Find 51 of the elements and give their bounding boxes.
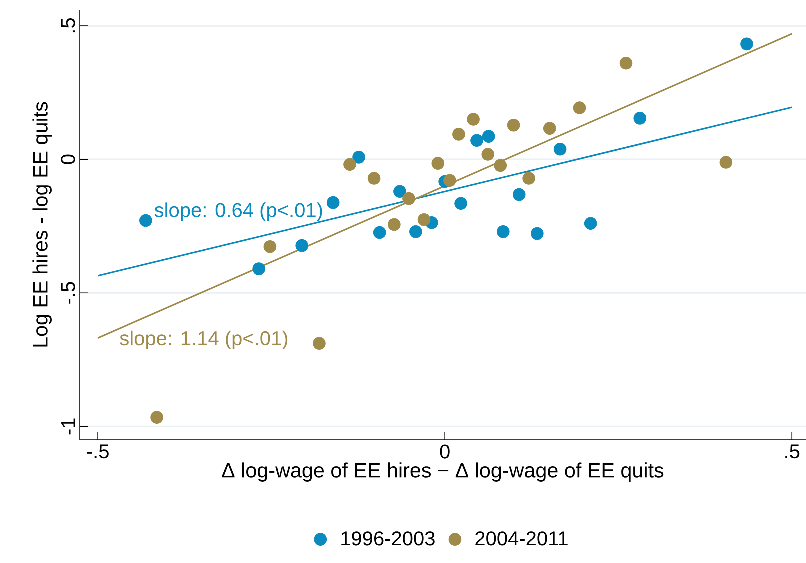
- point: [264, 240, 277, 254]
- point: [444, 174, 456, 188]
- x-axis-title: Δ log-wage of EE hires − Δ log-wage of EE quits: [222, 462, 664, 482]
- y-tick-label: -1: [62, 418, 76, 435]
- point: [507, 118, 520, 132]
- point: [554, 143, 567, 156]
- y-tick-label: .5: [61, 18, 76, 33]
- y-axis-title: Log EE hires - log EE quits: [32, 102, 52, 347]
- point: [543, 122, 556, 135]
- point: [394, 185, 406, 198]
- point: [452, 128, 466, 141]
- point: [313, 337, 326, 350]
- point: [140, 214, 152, 228]
- point: [352, 151, 366, 164]
- point: [512, 188, 526, 202]
- point: [388, 218, 401, 232]
- point: [482, 148, 495, 161]
- point: [252, 262, 266, 276]
- point: [454, 197, 468, 210]
- point: [720, 156, 733, 169]
- point: [296, 239, 309, 252]
- point: [402, 192, 416, 206]
- point: [634, 112, 647, 125]
- point: [584, 217, 598, 230]
- point: [494, 159, 508, 172]
- x-tick-label: 0: [440, 444, 450, 459]
- x-tick-label: .5: [786, 444, 800, 459]
- point: [344, 158, 356, 172]
- point: [740, 38, 754, 51]
- y-tick-label: -.5: [61, 282, 76, 304]
- y-tick-label: 0: [61, 154, 76, 164]
- point: [326, 196, 340, 210]
- point: [482, 130, 496, 143]
- point: [150, 411, 164, 424]
- point: [496, 226, 510, 238]
- point: [373, 226, 386, 240]
- annotation: slope: 1.14 (p<.01): [120, 330, 288, 350]
- point: [418, 214, 431, 226]
- point: [573, 102, 586, 114]
- legend-label: 2004-2011: [476, 532, 568, 546]
- annotation: slope: 0.64 (p<.01): [154, 202, 322, 222]
- x-tick-label: -.5: [87, 444, 109, 459]
- point: [530, 227, 544, 240]
- point: [368, 172, 381, 185]
- point: [522, 172, 536, 185]
- point: [410, 226, 422, 238]
- point: [467, 113, 480, 126]
- point: [470, 134, 484, 147]
- point: [432, 157, 445, 170]
- legend-label: 1996-2003: [342, 532, 435, 546]
- point: [620, 57, 633, 70]
